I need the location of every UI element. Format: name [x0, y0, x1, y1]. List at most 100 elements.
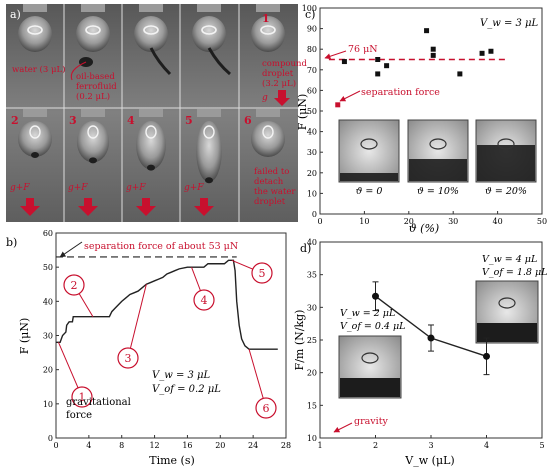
frame-number-4: 4 — [127, 114, 135, 127]
label-compound-line3: (3.2 μL) — [262, 78, 296, 89]
panel-d-ytick-label-0: 10 — [307, 434, 317, 443]
panel-c-xtick-label-4: 40 — [493, 217, 503, 226]
photo-strip-droplets — [18, 4, 285, 184]
panel-c-point-9 — [488, 48, 494, 54]
label-fail-line2: detach — [254, 177, 284, 187]
droplet-highlight-top-1 — [85, 25, 101, 35]
panel-c-point-0 — [341, 59, 347, 65]
panel-c-inset-highlight-0 — [360, 138, 378, 150]
panel-d-xtick-label-2: 3 — [428, 441, 433, 450]
panel-c-inset-ferrofluid-2 — [477, 145, 535, 181]
needle-top-0 — [23, 4, 47, 12]
panel-b-gravity-line1: gravitational — [66, 397, 131, 408]
panel-c-inset-highlight-1 — [429, 138, 447, 150]
panel-b-marker-label-4: 5 — [259, 267, 266, 280]
panel-b-marker-circle-3 — [193, 289, 215, 311]
label-ferrofluid-line3: (0.2 μL) — [76, 91, 110, 102]
panel-b-params-line1: V_w = 3 μL — [152, 370, 211, 381]
panel-d-ticks: 1 2 3 4 5 10 15 20 25 30 35 40 — [307, 238, 545, 450]
panel-b-xtick-label-4: 16 — [182, 441, 192, 450]
photo-strip-column-dividers — [63, 4, 240, 222]
label-fail-line3: the water — [254, 187, 296, 197]
panel-c-inset-0 — [338, 119, 400, 183]
label-ferrofluid-line2: ferrofluid — [76, 82, 117, 92]
panel-d-gravity-arrow — [333, 422, 353, 433]
panel-b-ytick-label-4: 40 — [43, 297, 53, 306]
panel-b-ytick-label-0: 0 — [48, 434, 53, 443]
panel-b-xlabel: Time (s) — [149, 454, 195, 467]
panel-c-volume-label: V_w = 3 μL — [480, 18, 539, 29]
panel-b-marker-label-0: 1 — [79, 391, 86, 404]
panel-c-point-4 — [424, 28, 430, 34]
panel-b-xtick-label-3: 12 — [149, 441, 159, 450]
panel-d-ytick-label-4: 30 — [307, 303, 317, 312]
panel-c-plot-frame — [319, 7, 543, 215]
panel-b-xtick-label-7: 28 — [281, 441, 291, 450]
panel-d-points — [372, 281, 490, 376]
panel-d-ytick-label-2: 20 — [307, 369, 317, 378]
panel-c-point-2 — [375, 71, 381, 77]
panel-c-ytick-label-5: 50 — [307, 107, 317, 116]
panel-d-ytick-label-5: 35 — [307, 271, 317, 280]
down-arrow-icon — [274, 90, 290, 106]
panel-b-ytick-label-2: 20 — [43, 366, 53, 375]
frame-number-6: 6 — [244, 114, 252, 127]
force-arrows — [20, 198, 214, 216]
panel-c-ytick-label-10: 100 — [302, 4, 317, 13]
panel-b-xtick-label-0: 0 — [53, 441, 58, 450]
panel-d-letter: d) — [300, 242, 311, 255]
panel-d-inset-ferrofluid-1 — [340, 378, 400, 397]
panel-c-ytick-label-2: 20 — [307, 169, 317, 178]
panel-c-reference-label: 76 μN — [348, 44, 378, 55]
needle-top-2 — [139, 4, 163, 12]
droplet-highlight-bot-0 — [29, 125, 41, 139]
panel-c-xtick-label-2: 20 — [404, 217, 414, 226]
label-gF-4: g+F — [126, 183, 146, 193]
label-fail-line1: failed to — [254, 167, 289, 177]
inset-label-10: ϑ = 10% — [417, 186, 459, 197]
water-droplet-bot-2 — [136, 121, 166, 170]
droplet-highlight-top-4 — [260, 25, 276, 35]
panel-d-ytick-label-1: 15 — [307, 401, 317, 410]
panel-b-marker-circle-5 — [255, 397, 277, 419]
panel-b-force-series — [56, 259, 278, 350]
panel-b-top-annotation: separation force of about 53 μN — [84, 241, 238, 252]
panel-d-ytick-label-6: 40 — [307, 238, 317, 247]
panel-c-ytick-label-3: 30 — [307, 148, 317, 157]
ferrofluid-tail-2 — [207, 47, 231, 76]
panel-d-ylabel: F/m (N/kg) — [293, 310, 306, 371]
panel-c-points — [335, 28, 494, 108]
force-arrow-icon-2 — [136, 198, 156, 216]
needle-top-4 — [256, 4, 280, 12]
panel-c-xtick-label-1: 10 — [359, 217, 369, 226]
water-droplet-bot-1 — [76, 121, 110, 163]
panel-d-high-line1: V_w = 4 μL — [482, 254, 537, 265]
panel-b-letter: b) — [6, 236, 17, 249]
water-droplet-bot-0 — [18, 121, 52, 157]
panel-a-letter: a) — [10, 8, 21, 21]
panel-b-ytick-label-5: 50 — [43, 263, 53, 272]
panel-b-marker-label-2: 3 — [125, 352, 132, 365]
panel-c-scatter: c) 0 10 20 30 40 50 0 10 20 30 40 50 60 70 80 90 100 V_w… — [296, 4, 547, 235]
label-compound-line1: compound — [262, 59, 307, 69]
panel-c-xtick-label-0: 0 — [317, 217, 322, 226]
panel-b-marker-circle-4 — [251, 262, 273, 284]
panel-b-top-arrow — [59, 241, 83, 258]
panel-b-ytick-label-6: 60 — [43, 229, 53, 238]
force-arrow-icon-0 — [20, 198, 40, 216]
force-arrow-icon-3 — [194, 198, 214, 216]
label-ferrofluid-line1: oil-based — [76, 72, 115, 82]
ferrofluid-bottom-0 — [31, 152, 39, 158]
panel-c-letter: c) — [305, 8, 315, 21]
panel-c-xtick-label-3: 30 — [448, 217, 458, 226]
needle-bot-2 — [139, 109, 163, 117]
droplet-highlight-bot-1 — [87, 125, 99, 139]
panel-c-ytick-label-9: 90 — [307, 25, 317, 34]
water-droplet-bot-3 — [196, 121, 222, 183]
panel-c-point-1 — [375, 57, 381, 62]
panel-c-point-7 — [457, 71, 463, 77]
panel-d-xlabel: V_w (μL) — [404, 454, 454, 467]
panel-b-marker-circle-1 — [63, 274, 85, 296]
needle-bot-3 — [197, 109, 221, 117]
